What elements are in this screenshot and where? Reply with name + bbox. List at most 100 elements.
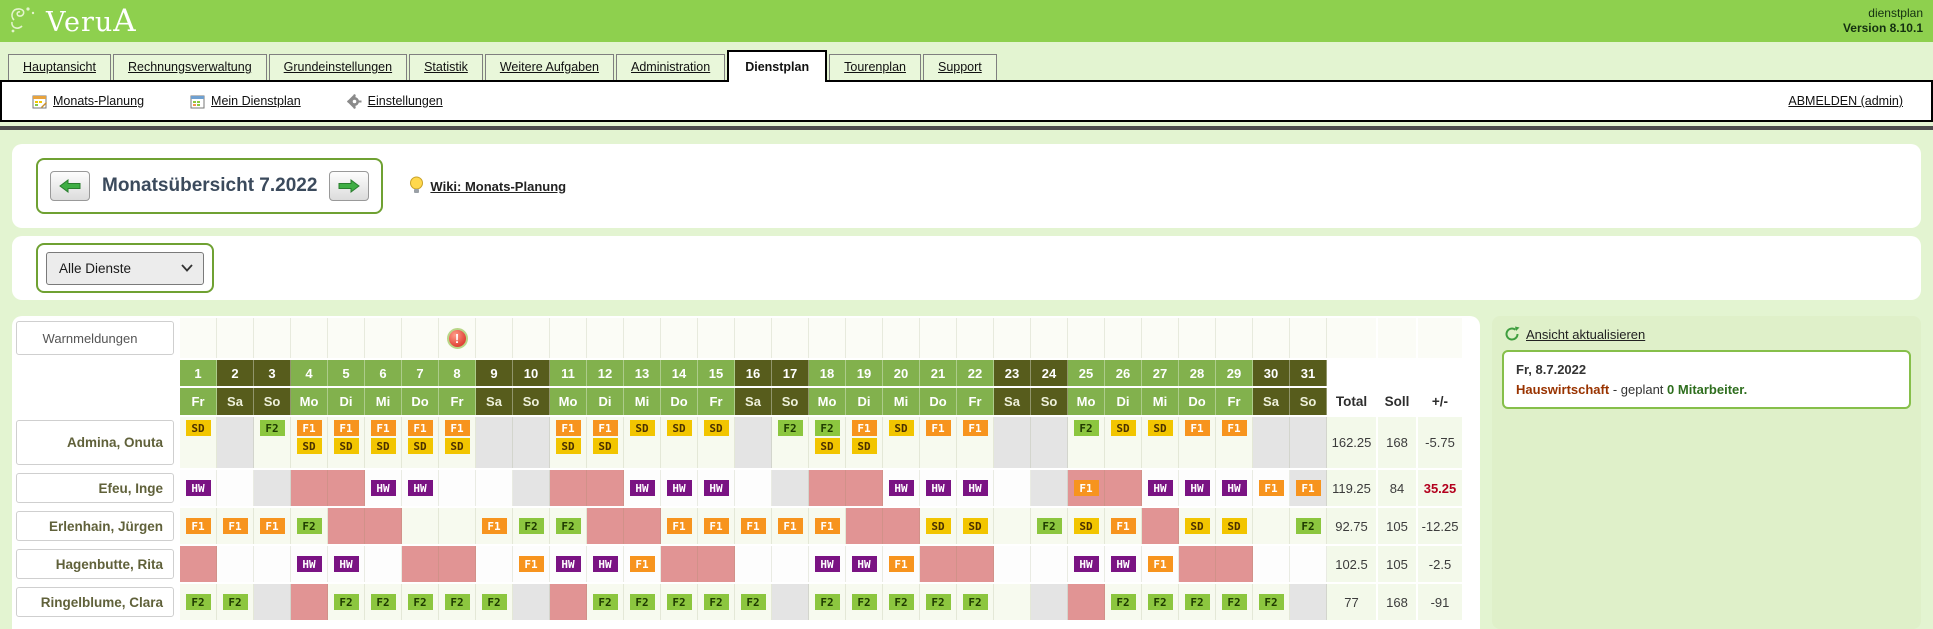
- tab-rechnungsverwaltung[interactable]: Rechnungsverwaltung: [112, 54, 267, 80]
- shift-cell-day-5[interactable]: F1 SD: [328, 417, 365, 468]
- employee-name[interactable]: Hagenbutte, Rita: [16, 549, 174, 579]
- shift-cell-day-5[interactable]: F2: [328, 584, 365, 620]
- shift-cell-day-6[interactable]: F2: [365, 584, 402, 620]
- subnav-einstellungen[interactable]: Einstellungen: [346, 93, 443, 109]
- shift-cell-day-3[interactable]: F1: [254, 508, 291, 544]
- shift-cell-day-8[interactable]: [439, 508, 476, 544]
- shift-cell-day-8[interactable]: F2: [439, 584, 476, 620]
- previous-month-button[interactable]: [50, 171, 90, 201]
- subnav-monats-planung[interactable]: Monats-Planung: [32, 94, 144, 109]
- shift-cell-day-14[interactable]: [661, 546, 698, 582]
- shift-cell-day-8[interactable]: [439, 470, 476, 506]
- shift-cell-day-19[interactable]: [846, 470, 883, 506]
- shift-cell-day-20[interactable]: F2: [883, 584, 920, 620]
- shift-cell-day-29[interactable]: F1: [1216, 417, 1253, 468]
- shift-cell-day-24[interactable]: [1031, 470, 1068, 506]
- shift-cell-day-29[interactable]: HW: [1216, 470, 1253, 506]
- employee-name[interactable]: Admina, Onuta: [16, 420, 174, 465]
- subnav-mein-dienstplan[interactable]: Mein Dienstplan: [190, 94, 301, 109]
- shift-cell-day-1[interactable]: HW: [180, 470, 217, 506]
- shift-cell-day-22[interactable]: [957, 546, 994, 582]
- shift-cell-day-26[interactable]: HW: [1105, 546, 1142, 582]
- shift-cell-day-4[interactable]: [291, 470, 328, 506]
- shift-cell-day-26[interactable]: F2: [1105, 584, 1142, 620]
- shift-cell-day-20[interactable]: HW: [883, 470, 920, 506]
- shift-cell-day-15[interactable]: F1: [698, 508, 735, 544]
- shift-cell-day-23[interactable]: [994, 584, 1031, 620]
- shift-cell-day-12[interactable]: [587, 470, 624, 506]
- shift-cell-day-21[interactable]: F1: [920, 417, 957, 468]
- shift-cell-day-1[interactable]: F2: [180, 584, 217, 620]
- shift-cell-day-28[interactable]: F1: [1179, 417, 1216, 468]
- shift-cell-day-22[interactable]: SD: [957, 508, 994, 544]
- shift-cell-day-23[interactable]: [994, 546, 1031, 582]
- shift-cell-day-27[interactable]: F2: [1142, 584, 1179, 620]
- shift-cell-day-14[interactable]: F2: [661, 584, 698, 620]
- shift-cell-day-15[interactable]: [698, 546, 735, 582]
- shift-cell-day-31[interactable]: F1: [1290, 470, 1327, 506]
- shift-cell-day-1[interactable]: F1: [180, 508, 217, 544]
- shift-cell-day-30[interactable]: F1: [1253, 470, 1290, 506]
- shift-cell-day-18[interactable]: F2: [809, 584, 846, 620]
- shift-cell-day-21[interactable]: [920, 546, 957, 582]
- shift-cell-day-7[interactable]: [402, 546, 439, 582]
- shift-cell-day-25[interactable]: [1068, 584, 1105, 620]
- shift-cell-day-4[interactable]: F2: [291, 508, 328, 544]
- shift-cell-day-7[interactable]: F2: [402, 584, 439, 620]
- shift-cell-day-13[interactable]: [624, 508, 661, 544]
- shift-cell-day-9[interactable]: [476, 417, 513, 468]
- shift-cell-day-25[interactable]: F2: [1068, 417, 1105, 468]
- shift-cell-day-5[interactable]: HW: [328, 546, 365, 582]
- shift-cell-day-30[interactable]: F2: [1253, 584, 1290, 620]
- shift-cell-day-27[interactable]: F1: [1142, 546, 1179, 582]
- shift-cell-day-17[interactable]: [772, 470, 809, 506]
- shift-cell-day-1[interactable]: SD: [180, 417, 217, 468]
- shift-cell-day-4[interactable]: HW: [291, 546, 328, 582]
- shift-cell-day-16[interactable]: [735, 470, 772, 506]
- shift-cell-day-23[interactable]: [994, 417, 1031, 468]
- shift-cell-day-3[interactable]: [254, 546, 291, 582]
- shift-cell-day-11[interactable]: HW: [550, 546, 587, 582]
- next-month-button[interactable]: [329, 171, 370, 201]
- shift-cell-day-11[interactable]: [550, 584, 587, 620]
- shift-cell-day-9[interactable]: F1: [476, 508, 513, 544]
- shift-cell-day-10[interactable]: [513, 470, 550, 506]
- shift-cell-day-18[interactable]: [809, 470, 846, 506]
- shift-cell-day-18[interactable]: F2 SD: [809, 417, 846, 468]
- employee-name[interactable]: Efeu, Inge: [16, 473, 174, 503]
- shift-cell-day-30[interactable]: [1253, 546, 1290, 582]
- shift-cell-day-28[interactable]: SD: [1179, 508, 1216, 544]
- shift-cell-day-2[interactable]: [217, 417, 254, 468]
- tab-weitere-aufgaben[interactable]: Weitere Aufgaben: [484, 54, 615, 80]
- shift-cell-day-26[interactable]: [1105, 470, 1142, 506]
- shift-cell-day-15[interactable]: F2: [698, 584, 735, 620]
- shift-cell-day-17[interactable]: [772, 584, 809, 620]
- shift-cell-day-23[interactable]: [994, 470, 1031, 506]
- shift-cell-day-31[interactable]: [1290, 417, 1327, 468]
- shift-cell-day-30[interactable]: [1253, 508, 1290, 544]
- shift-cell-day-20[interactable]: F1: [883, 546, 920, 582]
- shift-cell-day-11[interactable]: F1 SD: [550, 417, 587, 468]
- shift-cell-day-19[interactable]: HW: [846, 546, 883, 582]
- shift-cell-day-2[interactable]: F1: [217, 508, 254, 544]
- shift-cell-day-7[interactable]: [402, 508, 439, 544]
- shift-cell-day-7[interactable]: HW: [402, 470, 439, 506]
- shift-cell-day-20[interactable]: SD: [883, 417, 920, 468]
- logout-link[interactable]: ABMELDEN (admin): [1788, 94, 1903, 108]
- shift-cell-day-21[interactable]: SD: [920, 508, 957, 544]
- shift-cell-day-8[interactable]: [439, 546, 476, 582]
- shift-cell-day-31[interactable]: [1290, 584, 1327, 620]
- shift-cell-day-11[interactable]: F2: [550, 508, 587, 544]
- shift-cell-day-9[interactable]: [476, 470, 513, 506]
- shift-cell-day-13[interactable]: F1: [624, 546, 661, 582]
- shift-cell-day-24[interactable]: [1031, 417, 1068, 468]
- shift-cell-day-4[interactable]: [291, 584, 328, 620]
- shift-cell-day-14[interactable]: HW: [661, 470, 698, 506]
- shift-cell-day-10[interactable]: F2: [513, 508, 550, 544]
- shift-cell-day-2[interactable]: [217, 470, 254, 506]
- shift-cell-day-25[interactable]: HW: [1068, 546, 1105, 582]
- shift-cell-day-29[interactable]: SD: [1216, 508, 1253, 544]
- shift-cell-day-11[interactable]: [550, 470, 587, 506]
- tab-dienstplan[interactable]: Dienstplan: [727, 50, 828, 82]
- shift-cell-day-3[interactable]: F2: [254, 417, 291, 468]
